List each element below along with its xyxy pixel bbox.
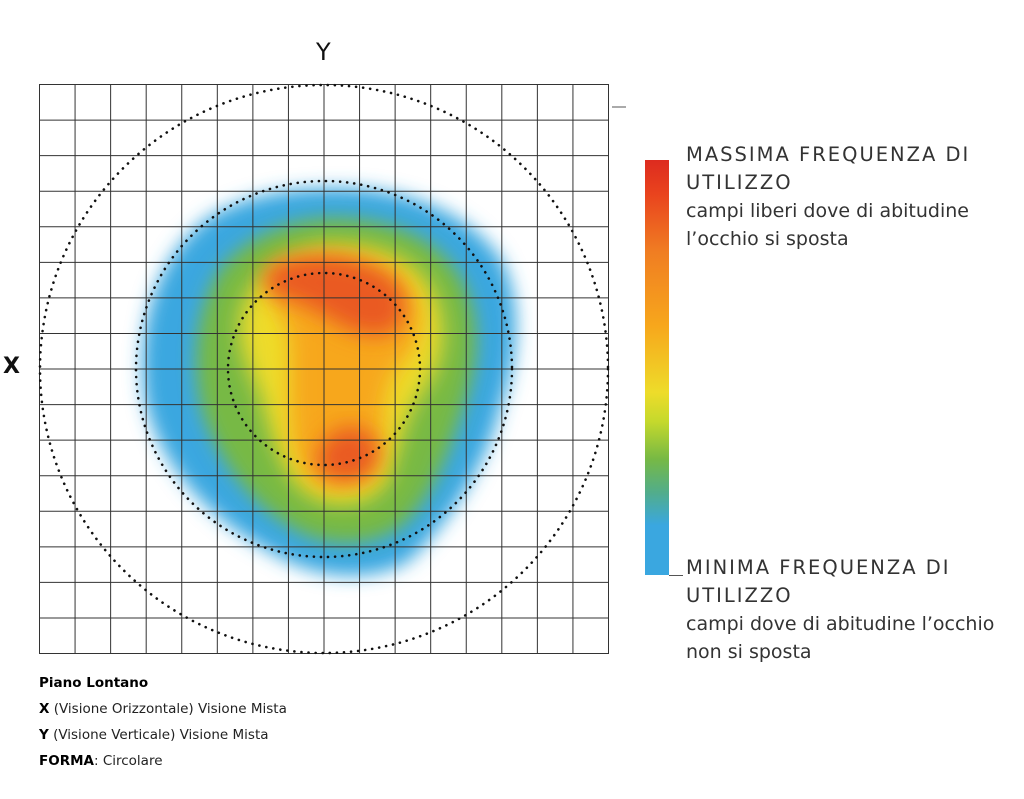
legend-min-desc-line2: non si sposta: [686, 641, 812, 663]
zone-circles: [38, 83, 610, 655]
caption: Piano Lontano X (Visione Orizzontale) Vi…: [39, 673, 287, 777]
circle-middle: [134, 179, 514, 559]
caption-y: Y (Visione Verticale) Visione Mista: [39, 727, 269, 743]
circle-outer: [38, 83, 610, 655]
legend-max-desc-line1: campi liberi dove di abitudine: [686, 200, 969, 222]
legend-min-description: campi dove di abitudine l’occhio non si …: [686, 610, 1021, 666]
caption-x: X (Visione Orizzontale) Visione Mista: [39, 701, 287, 717]
legend-tick-min: [669, 575, 683, 576]
legend-min-desc-line1: campi dove di abitudine l’occhio: [686, 613, 995, 635]
axis-y-label: Y: [316, 38, 331, 66]
heat-zones: [142, 187, 516, 576]
legend-max-title-line1: MASSIMA FREQUENZA DI: [686, 143, 971, 166]
legend-max: MASSIMA FREQUENZA DI UTILIZZO campi libe…: [686, 141, 1021, 253]
grid: [39, 84, 609, 654]
legend-max-description: campi liberi dove di abitudine l’occhio …: [686, 197, 1021, 253]
legend-max-title-line2: UTILIZZO: [686, 171, 793, 194]
legend-min: MINIMA FREQUENZA DI UTILIZZO campi dove …: [686, 554, 1021, 666]
caption-title: Piano Lontano: [39, 675, 149, 691]
caption-form: FORMA: Circolare: [39, 753, 163, 769]
legend-min-title-line2: UTILIZZO: [686, 584, 793, 607]
axis-x-label: X: [3, 354, 20, 379]
legend-max-desc-line2: l’occhio si sposta: [686, 228, 849, 250]
circle-inner: [226, 271, 422, 467]
legend-min-title-line1: MINIMA FREQUENZA DI: [686, 556, 951, 579]
legend-color-scale: [645, 160, 669, 575]
legend-min-title: MINIMA FREQUENZA DI UTILIZZO: [686, 554, 1021, 610]
legend-max-title: MASSIMA FREQUENZA DI UTILIZZO: [686, 141, 1021, 197]
